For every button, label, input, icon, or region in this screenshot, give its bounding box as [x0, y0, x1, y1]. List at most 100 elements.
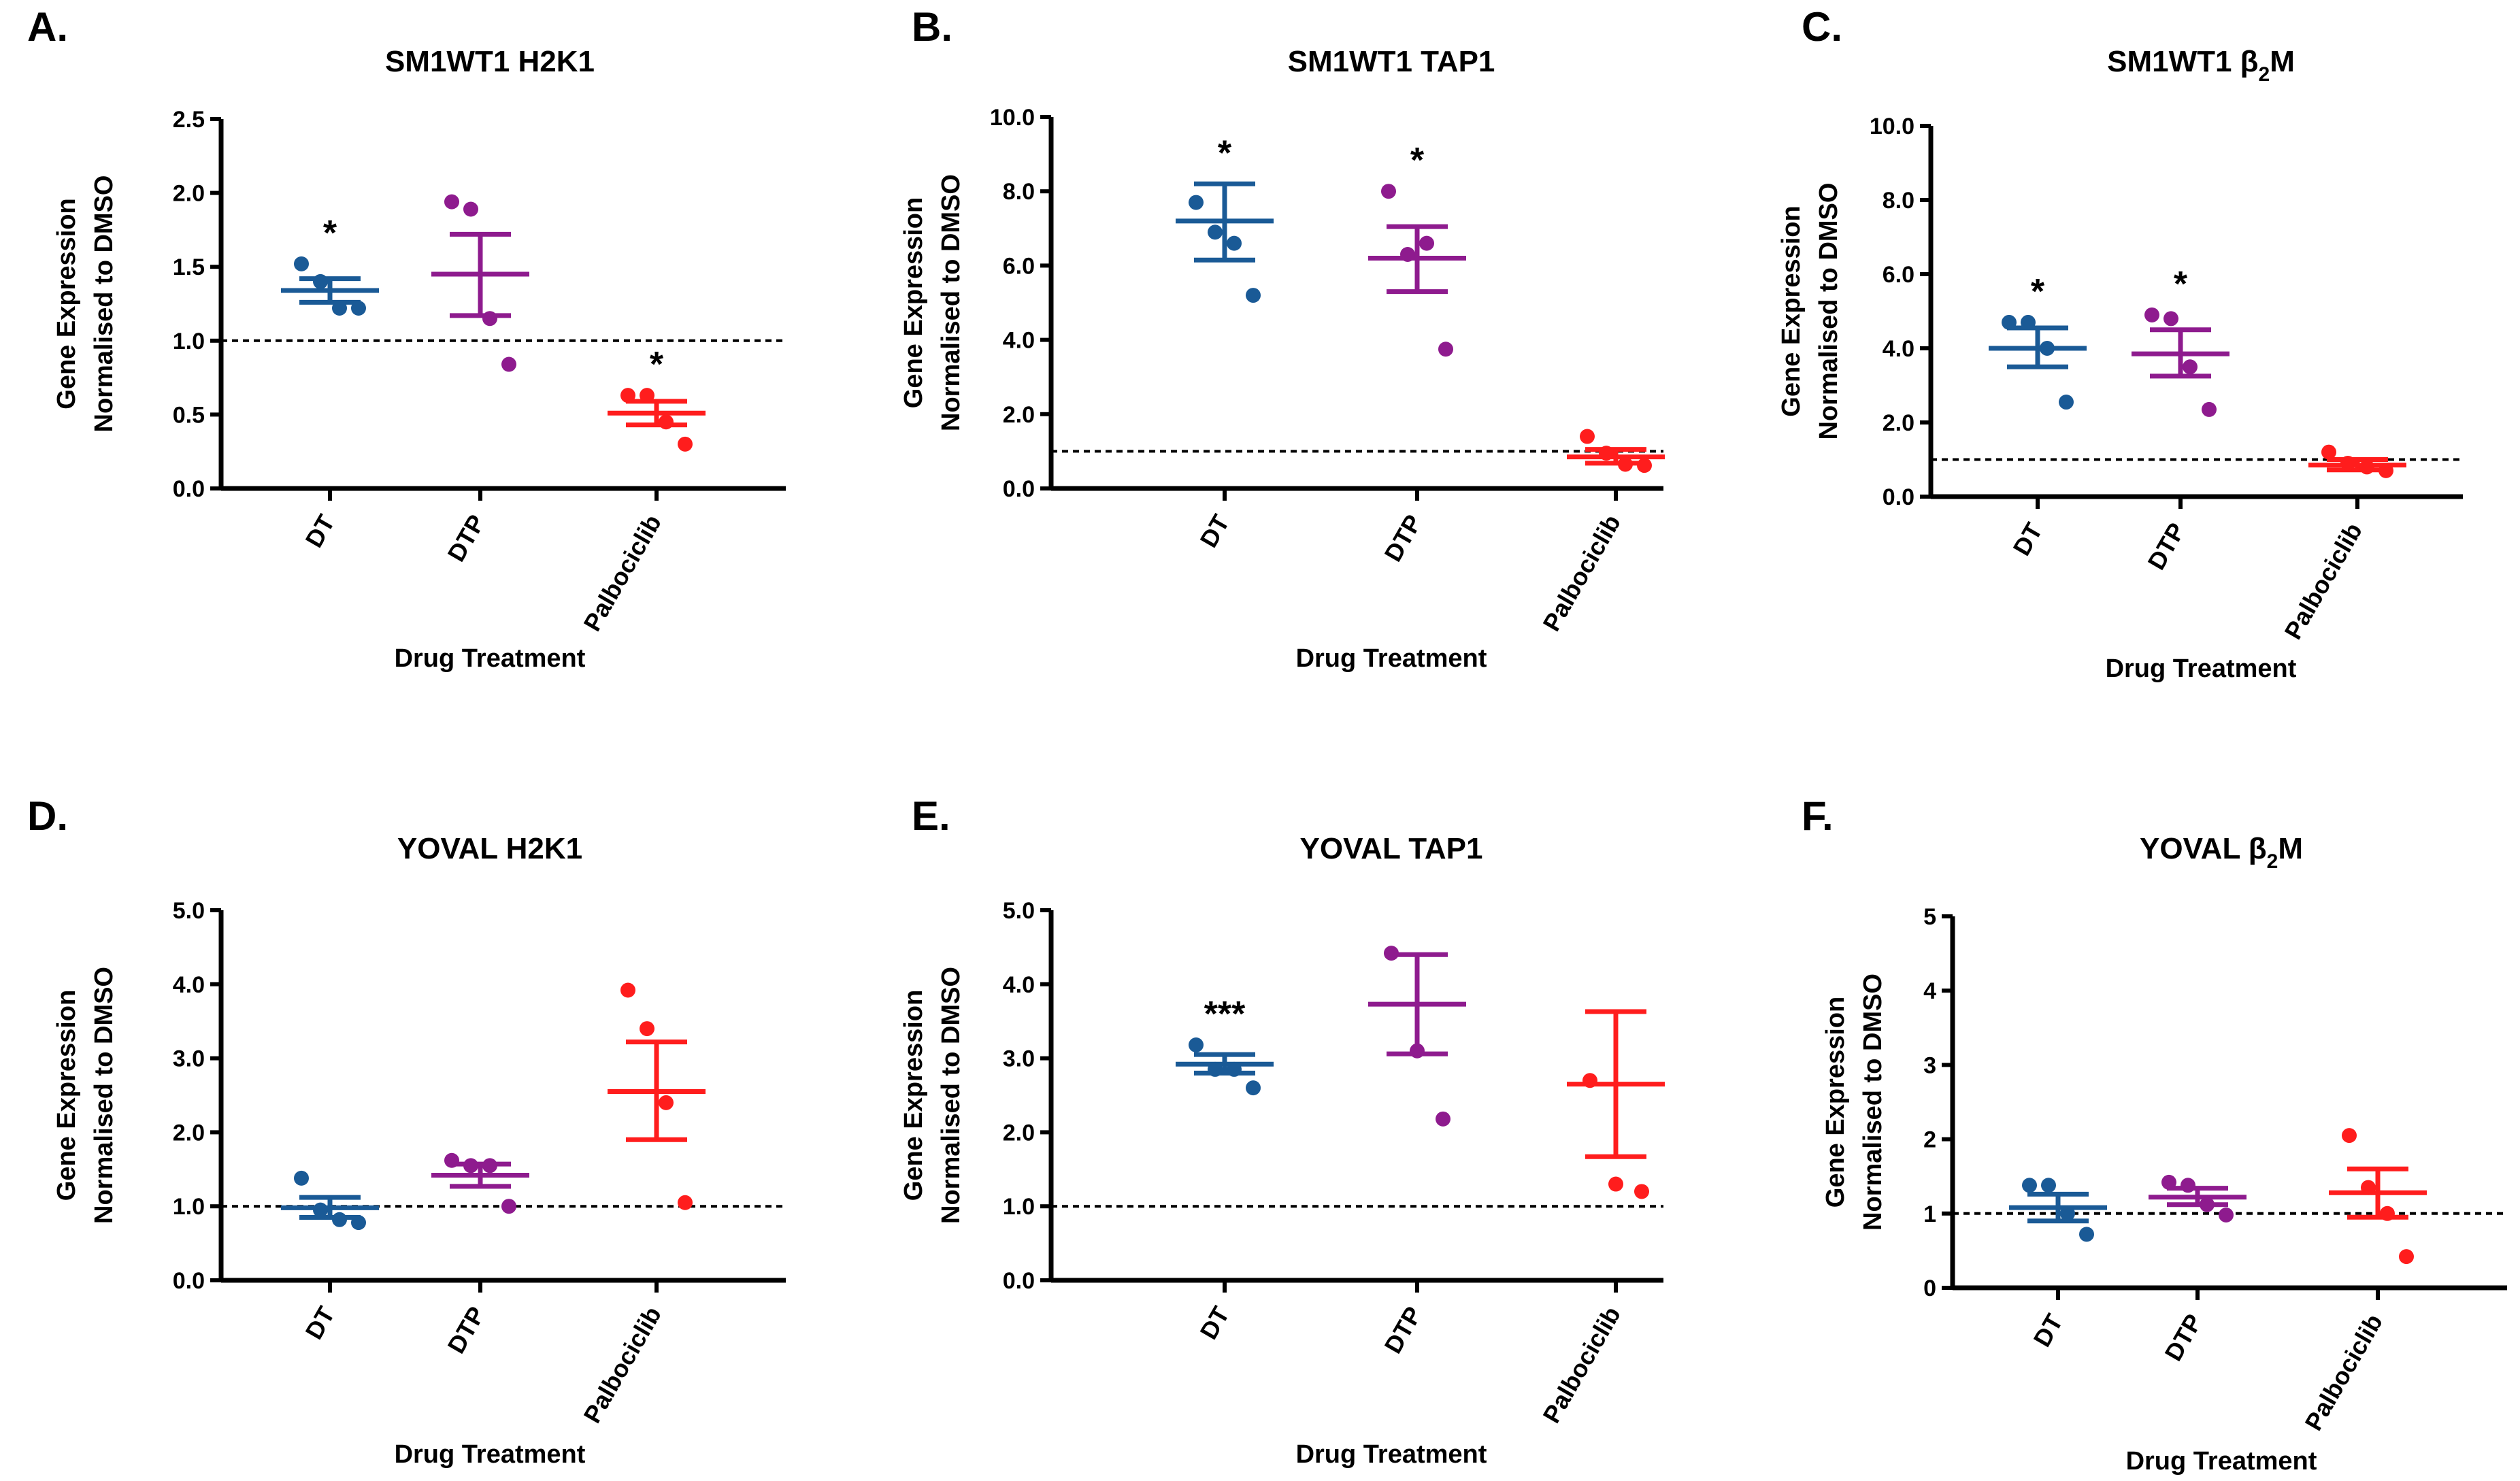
data-point — [2041, 1178, 2056, 1193]
y-tick-label: 4.0 — [1003, 972, 1035, 998]
panel-a: A. SM1WT1 H2K1 0.0 0.5 1.0 1.5 2.0 2.5 Gene Expr… — [27, 4, 786, 673]
data-point — [620, 388, 635, 403]
data-point — [1246, 288, 1261, 303]
y-tick-label: 4.0 — [173, 972, 205, 998]
y-axis-title-line1: Gene Expression — [1821, 997, 1850, 1208]
series-dt — [281, 1170, 379, 1231]
data-point — [1384, 946, 1399, 961]
panel-label: F. — [1802, 793, 1834, 839]
y-axis-title-line1: Gene Expression — [899, 990, 928, 1201]
chart-title-suffix: M — [2278, 832, 2303, 865]
chart-title-main: YOVAL β — [2140, 832, 2267, 865]
y-axis-title-line1: Gene Expression — [52, 198, 81, 409]
y-axis-title-line1: Gene Expression — [52, 990, 81, 1201]
x-axis-title: Drug Treatment — [2106, 654, 2297, 683]
chart-title-main: SM1WT1 H2K1 — [385, 45, 595, 78]
data-point — [2183, 359, 2198, 375]
y-tick-label: 0.0 — [173, 476, 205, 502]
data-point — [332, 1212, 347, 1227]
y-axis-title-line1: Gene Expression — [899, 197, 928, 408]
y-tick-label: 6.0 — [1883, 262, 1914, 288]
significance-marker: * — [323, 214, 337, 253]
x-tick-label: DTP — [442, 1302, 491, 1359]
data-point — [2181, 1178, 2195, 1193]
chart-title: SM1WT1 H2K1 — [385, 45, 595, 78]
data-point — [1419, 235, 1434, 251]
data-point — [294, 1170, 309, 1186]
y-tick-label: 6.0 — [1003, 253, 1035, 279]
panel-b: B. SM1WT1 TAP1 0.0 2.0 4.0 6.0 8.0 10.0 Gene Exp… — [899, 4, 1665, 673]
x-axis-title: Drug Treatment — [395, 644, 586, 673]
y-tick-label: 3.0 — [1003, 1046, 1035, 1072]
x-tick-label: DTP — [1378, 1302, 1427, 1359]
data-point — [1227, 1061, 1242, 1077]
data-point — [2040, 341, 2055, 356]
x-tick-label: Palbociclib — [2299, 1310, 2388, 1435]
data-point — [2079, 1227, 2094, 1242]
data-point — [332, 301, 347, 316]
chart-title: SM1WT1 TAP1 — [1288, 45, 1495, 78]
significance-marker: * — [650, 345, 664, 384]
data-point — [1599, 446, 1614, 461]
y-tick-label: 2.0 — [173, 1120, 205, 1146]
data-point — [1208, 224, 1223, 240]
x-tick-label: DT — [1194, 510, 1235, 552]
data-point — [1637, 458, 1652, 473]
x-tick-label: DTP — [2142, 518, 2191, 575]
data-point — [2202, 401, 2217, 417]
y-tick-label: 8.0 — [1883, 188, 1914, 214]
data-point — [2378, 463, 2393, 478]
data-point — [2359, 459, 2374, 475]
x-axis-title: Drug Treatment — [395, 1440, 586, 1469]
series-palbociclib — [2308, 444, 2406, 478]
series-dt: *** — [1176, 995, 1274, 1096]
data-point — [351, 1215, 366, 1231]
data-point — [2161, 1174, 2176, 1190]
series-palbociclib — [1567, 429, 1665, 473]
data-point — [463, 201, 478, 217]
series-dtp — [431, 194, 529, 372]
data-point — [1189, 195, 1204, 210]
y-axis-title-line2: Normalised to DMSO — [90, 967, 118, 1224]
significance-marker: * — [1410, 141, 1425, 180]
y-axis-title-line2: Normalised to DMSO — [1859, 974, 1887, 1231]
y-axis-title-line1: Gene Expression — [1777, 205, 1806, 416]
panel-label: A. — [27, 4, 68, 50]
data-point — [1189, 1037, 1204, 1053]
series-palbociclib: * — [608, 345, 706, 452]
data-point — [2340, 455, 2355, 471]
data-point — [2144, 307, 2159, 322]
data-point — [640, 1021, 654, 1037]
x-tick-label: DT — [2027, 1310, 2068, 1352]
data-point — [1208, 1061, 1223, 1077]
y-tick-label: 2.5 — [173, 107, 205, 133]
y-tick-label: 8.0 — [1003, 179, 1035, 205]
y-tick-label: 5 — [1923, 904, 1936, 930]
data-point — [678, 436, 693, 452]
series-dt: * — [281, 214, 379, 316]
data-point — [1400, 247, 1415, 263]
series-dtp — [2149, 1174, 2247, 1222]
data-point — [1436, 1111, 1450, 1127]
x-tick-label: DTP — [442, 510, 491, 567]
data-point — [2219, 1207, 2234, 1222]
series-dt: * — [1176, 133, 1274, 303]
y-tick-label: 4 — [1923, 978, 1936, 1004]
y-axis-title-line2: Normalised to DMSO — [90, 176, 118, 433]
data-point — [2021, 314, 2036, 330]
x-tick-label: Palbociclib — [578, 1302, 667, 1428]
data-point — [444, 1152, 459, 1168]
data-point — [2399, 1249, 2414, 1265]
x-tick-label: DT — [299, 1302, 340, 1344]
data-point — [1618, 456, 1633, 472]
y-tick-label: 2.0 — [1003, 1120, 1035, 1146]
data-point — [482, 311, 497, 327]
data-point — [2321, 444, 2336, 460]
x-axis-title: Drug Treatment — [1296, 644, 1487, 673]
data-point — [1410, 1043, 1425, 1059]
data-point — [2342, 1128, 2357, 1144]
chart-title-main: SM1WT1 β — [2107, 45, 2258, 78]
panel-e: E. YOVAL TAP1 0.0 1.0 2.0 3.0 4.0 5.0 Gene Expre… — [899, 793, 1665, 1469]
